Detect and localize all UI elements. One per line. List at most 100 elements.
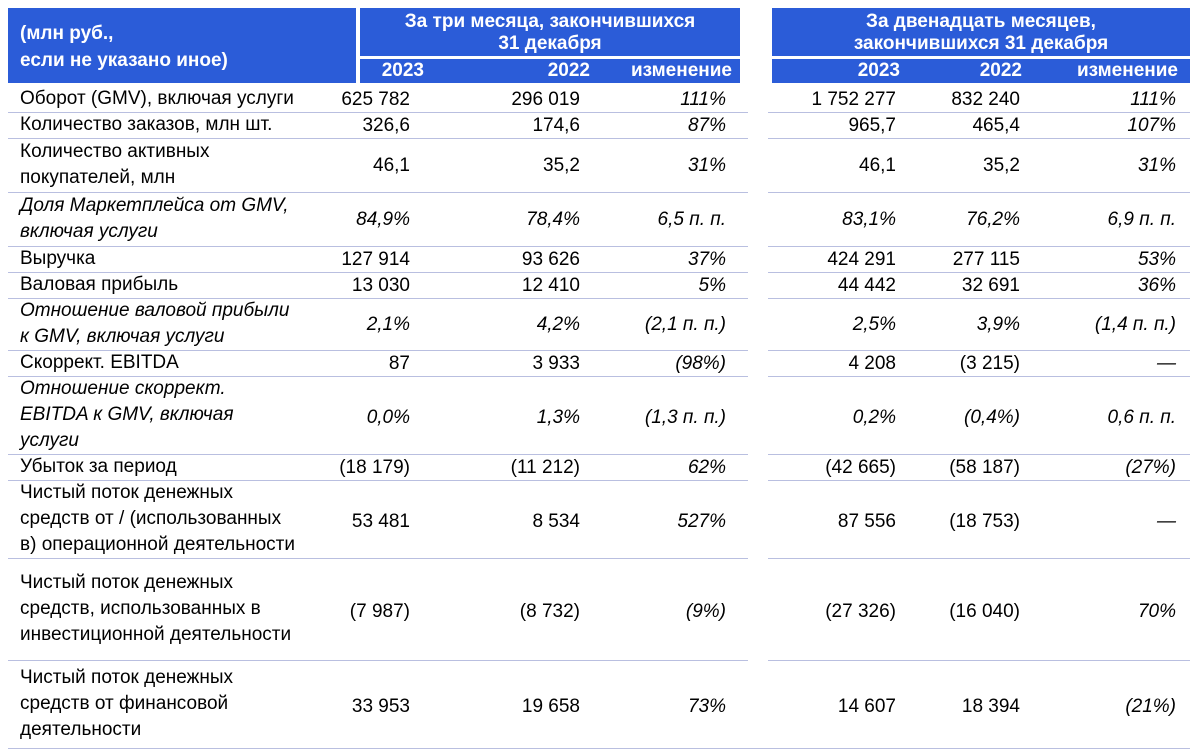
row-label-line: EBITDA к GMV, включая [20,404,234,425]
row-label: Выручка [20,246,360,272]
annual-col-2022: 2022 [979,60,1022,81]
cell-a2022: (3 215) [959,353,1020,374]
table-row: Скоррект. EBITDA 87 3 933 (98%) 4 208 (3 215)… [8,350,1190,377]
cell-achg: 0,6 п. п. [1107,407,1176,428]
cell-q2023: 625 782 [341,89,410,110]
cell-achg: — [1157,511,1176,532]
row-label-line: средств, использованных в [20,598,261,619]
cell-a2023: 965,7 [848,115,896,136]
cell-q2022: 4,2% [536,314,580,335]
cell-a2023: 14 607 [837,696,896,717]
annual-period-header: За двенадцать месяцев, закончившихся 31 … [772,8,1190,56]
table-row: Отношение валовой прибыли к GMV, включая … [8,298,1190,351]
cell-achg: (1,4 п. п.) [1094,314,1176,335]
table-row: Убыток за период (18 179) (11 212) 62% (42 6… [8,454,1190,481]
cell-q2022: 78,4% [526,209,580,230]
row-label: Отношение скоррект. EBITDA к GMV, включая… [20,376,360,454]
cell-achg: (27%) [1125,457,1176,478]
quarter-period-title-line1: За три месяца, закончившихся [404,11,696,32]
quarter-period-title-line2: 31 декабря [498,33,602,54]
cell-qchg: 5% [698,275,726,296]
cell-a2023: (42 665) [825,457,896,478]
quarter-column-headers: 2023 2022 изменение [360,59,740,83]
cell-a2022: (0,4%) [964,407,1020,428]
table-row: Валовая прибыль 13 030 12 410 5% 44 442 32 69… [8,272,1190,299]
cell-achg: (21%) [1125,696,1176,717]
row-label-line: Чистый поток денежных [20,482,233,503]
row-label-line: к GMV, включая услуги [20,326,225,347]
cell-q2022: 19 658 [521,696,580,717]
cell-qchg: (9%) [685,601,726,622]
cell-a2022: 832 240 [951,89,1020,110]
cell-q2022: 1,3% [536,407,580,428]
cell-q2023: 2,1% [366,314,410,335]
cell-q2023: (7 987) [349,601,410,622]
row-label-line: Чистый поток денежных [20,667,233,688]
cell-q2022: 12 410 [521,275,580,296]
cell-a2023: 4 208 [848,353,896,374]
cell-qchg: 62% [687,457,726,478]
cell-qchg: (1,3 п. п.) [644,407,726,428]
cell-q2023: 53 481 [351,511,410,532]
cell-qchg: 6,5 п. п. [657,209,726,230]
table-row: Отношение скоррект. EBITDA к GMV, включая… [8,376,1190,455]
cell-a2023: 44 442 [837,275,896,296]
row-label-line: услуги [20,430,79,451]
cell-a2022: 76,2% [966,209,1020,230]
cell-q2023: 84,9% [356,209,410,230]
cell-q2022: 8 534 [532,511,580,532]
cell-a2023: (27 326) [825,601,896,622]
annual-period-title-line2: закончившихся 31 декабря [853,33,1109,54]
row-label: Количество заказов, млн шт. [20,112,360,138]
cell-a2022: 18 394 [961,696,1020,717]
table-row: Выручка 127 914 93 626 37% 424 291 277 115 53% [8,246,1190,273]
row-label-line: деятельности [20,719,142,740]
cell-q2022: 35,2 [543,155,580,176]
cell-achg: 70% [1137,601,1176,622]
table-row: Чистый поток денежных средств от / (испол… [8,480,1190,559]
cell-qchg: 31% [687,155,726,176]
cell-achg: 111% [1130,89,1176,110]
units-label: (млн руб., если не указано иное) [20,20,228,74]
cell-a2023: 0,2% [852,407,896,428]
cell-a2022: 277 115 [952,249,1020,270]
row-label-line: Выручка [20,248,96,269]
cell-a2023: 1 752 277 [811,89,896,110]
cell-q2022: 174,6 [532,115,580,136]
row-label: Количество активных покупателей, млн [20,139,360,191]
table-row: Количество активных покупателей, млн 46,1 3… [8,138,1190,193]
row-label-line: Количество заказов, млн шт. [20,114,273,135]
row-label: Скоррект. EBITDA [20,350,360,376]
annual-column-headers: 2023 2022 изменение [772,59,1190,83]
cell-qchg: 87% [687,115,726,136]
cell-a2023: 2,5% [852,314,896,335]
table-row: Чистый поток денежных средств, использова… [8,558,1190,661]
row-label-line: Скоррект. EBITDA [20,352,179,373]
row-label-line: Доля Маркетплейса от GMV, [20,195,289,216]
row-label-line: Убыток за период [20,456,177,477]
cell-qchg: (2,1 п. п.) [644,314,726,335]
cell-a2022: (16 040) [949,601,1020,622]
table-row: Доля Маркетплейса от GMV, включая услуги 8… [8,192,1190,247]
cell-a2023: 87 556 [837,511,896,532]
cell-qchg: 37% [687,249,726,270]
units-header-cell: (млн руб., если не указано иное) [8,8,356,83]
row-label: Чистый поток денежных средств, использова… [20,570,360,648]
column-gap [748,84,768,748]
row-label-line: Отношение валовой прибыли [20,300,290,321]
cell-a2022: 465,4 [972,115,1020,136]
cell-q2023: 46,1 [373,155,410,176]
row-label: Чистый поток денежных средств от / (испол… [20,480,360,558]
cell-q2022: 3 933 [532,353,580,374]
row-label: Чистый поток денежных средств от финансов… [20,665,360,743]
annual-col-change: изменение [1076,60,1178,81]
cell-q2023: (18 179) [339,457,410,478]
cell-q2022: 296 019 [511,89,580,110]
quarter-col-2023: 2023 [381,60,424,81]
cell-a2022: (18 753) [949,511,1020,532]
cell-q2023: 13 030 [351,275,410,296]
row-label-line: средств от финансовой [20,693,229,714]
row-label-line: инвестиционной деятельности [20,624,292,645]
cell-a2022: 3,9% [976,314,1020,335]
cell-qchg: (98%) [675,353,726,374]
